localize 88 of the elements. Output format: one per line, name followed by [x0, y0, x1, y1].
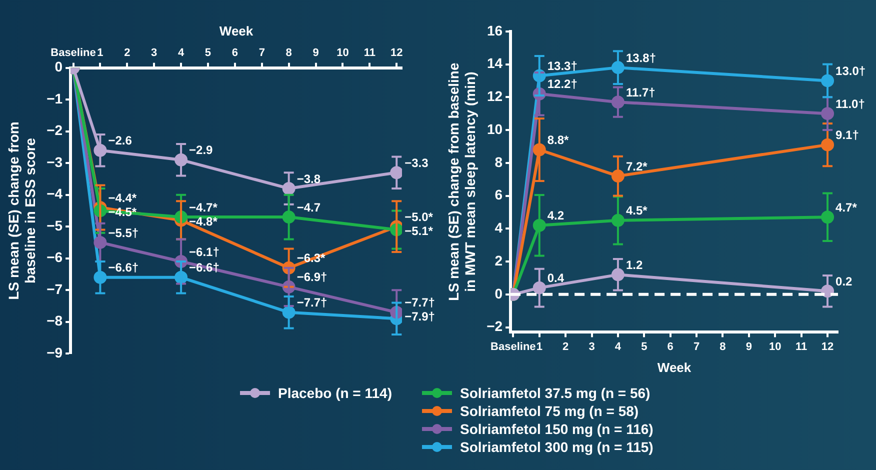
data-label: −5.1*	[404, 224, 434, 238]
y-tick-label: 16	[486, 22, 503, 38]
x-tick-label: 10	[336, 47, 349, 60]
data-label: −4.7*	[189, 200, 218, 214]
x-tick-label: 4	[178, 47, 185, 60]
data-label: 13.0†	[836, 64, 866, 78]
y-tick-label: −8	[46, 312, 63, 329]
x-tick-label: 12	[390, 47, 403, 60]
y-tick-label: −5	[46, 217, 63, 234]
x-tick-label: 4	[614, 340, 622, 353]
data-label: −5.0*	[404, 210, 434, 224]
x-tick-label: 6	[667, 340, 674, 353]
x-tick-label: 9	[312, 47, 319, 60]
x-tick-label: 11	[364, 47, 376, 60]
x-tick-label: 1	[536, 340, 542, 353]
data-label: −7.9†	[404, 310, 435, 324]
x-tick-label: 3	[588, 340, 595, 353]
data-label: −3.8	[296, 172, 321, 186]
y-tick-label: −2	[486, 318, 503, 334]
y-tick-label: 8	[494, 154, 503, 170]
data-label: −4.7	[296, 200, 321, 214]
data-label: 7.2*	[626, 159, 648, 174]
x-tick-label: 9	[746, 340, 752, 353]
data-label: 4.5*	[626, 204, 648, 218]
data-label: −7.7†	[404, 296, 435, 310]
data-label: 13.8†	[626, 50, 656, 65]
y-tick-label: 0	[54, 58, 63, 75]
data-label: −5.5†	[108, 226, 139, 240]
data-label: 0.4	[547, 271, 564, 286]
y-tick-label: −6	[46, 249, 63, 266]
legend-label: Placebo (n = 114)	[278, 385, 392, 401]
x-tick-label: 2	[562, 340, 569, 353]
data-label: 8.8*	[547, 133, 570, 148]
data-label: −6.9†	[296, 270, 328, 284]
y-tick-label: −2	[46, 122, 63, 138]
y-axis-title: LS mean (SE) change from baseline in MWT mean sleep latency (min)	[445, 62, 478, 301]
x-tick-label: 11	[796, 340, 808, 353]
legend-label: Solriamfetol 75 mg (n = 58)	[460, 403, 639, 419]
legend-label: Solriamfetol 300 mg (n = 115)	[460, 439, 654, 455]
y-tick-label: 10	[486, 120, 503, 137]
x-tick-label: 12	[821, 340, 834, 353]
x-axis-title: Week	[219, 23, 254, 38]
y-tick-label: 14	[486, 55, 503, 72]
data-label: 1.2	[626, 258, 643, 272]
legend-label: Solriamfetol 150 mg (n = 116)	[460, 421, 654, 437]
data-label: −6.1†	[189, 244, 220, 259]
x-tick-label: 6	[232, 47, 238, 60]
legend-label: Solriamfetol 37.5 mg (n = 56)	[460, 385, 650, 401]
x-tick-label: 7	[693, 340, 700, 353]
data-label: −3.3	[404, 156, 429, 170]
x-tick-label: 8	[720, 340, 726, 353]
y-tick-label: 6	[494, 186, 503, 203]
x-tick-label: 5	[204, 47, 212, 60]
data-label: 4.7*	[836, 200, 858, 214]
data-label: −6.6†	[189, 260, 220, 275]
data-label: 4.2	[547, 208, 564, 223]
data-label: 13.3†	[547, 59, 578, 74]
x-tick-label: 2	[124, 47, 130, 60]
data-label: −2.9	[189, 143, 214, 158]
y-tick-label: 12	[486, 88, 503, 104]
x-tick-label: 3	[151, 47, 158, 60]
data-label: −6.6†	[108, 260, 139, 275]
data-label: −4.4*	[108, 190, 137, 205]
data-label: 11.0†	[836, 96, 865, 111]
y-tick-label: −3	[46, 154, 63, 170]
y-tick-label: 2	[494, 252, 503, 268]
x-tick-label: Baseline	[50, 47, 96, 60]
x-tick-label: Baseline	[490, 340, 536, 353]
data-label: 0.2	[836, 274, 853, 288]
x-tick-label: 10	[769, 340, 782, 353]
data-label: −4.8*	[189, 214, 218, 228]
y-tick-label: 0	[494, 285, 503, 302]
y-axis-title: LS mean (SE) change from baseline in ESS score	[5, 122, 38, 300]
x-tick-label: 8	[286, 47, 292, 60]
y-tick-label: −1	[46, 90, 63, 106]
y-tick-label: −9	[46, 344, 63, 360]
x-tick-label: 5	[641, 340, 648, 353]
data-label: −2.6	[108, 134, 132, 148]
y-tick-label: −7	[46, 280, 63, 297]
x-axis-title: Week	[657, 360, 692, 375]
data-label: −7.7†	[296, 296, 328, 310]
data-label: 9.1†	[836, 128, 859, 142]
data-label: 11.7†	[626, 85, 656, 100]
y-tick-label: 4	[494, 220, 503, 236]
x-tick-label: 7	[258, 47, 265, 60]
x-tick-label: 1	[97, 47, 104, 60]
y-tick-label: −4	[46, 186, 63, 202]
data-label: 12.2†	[547, 77, 578, 92]
